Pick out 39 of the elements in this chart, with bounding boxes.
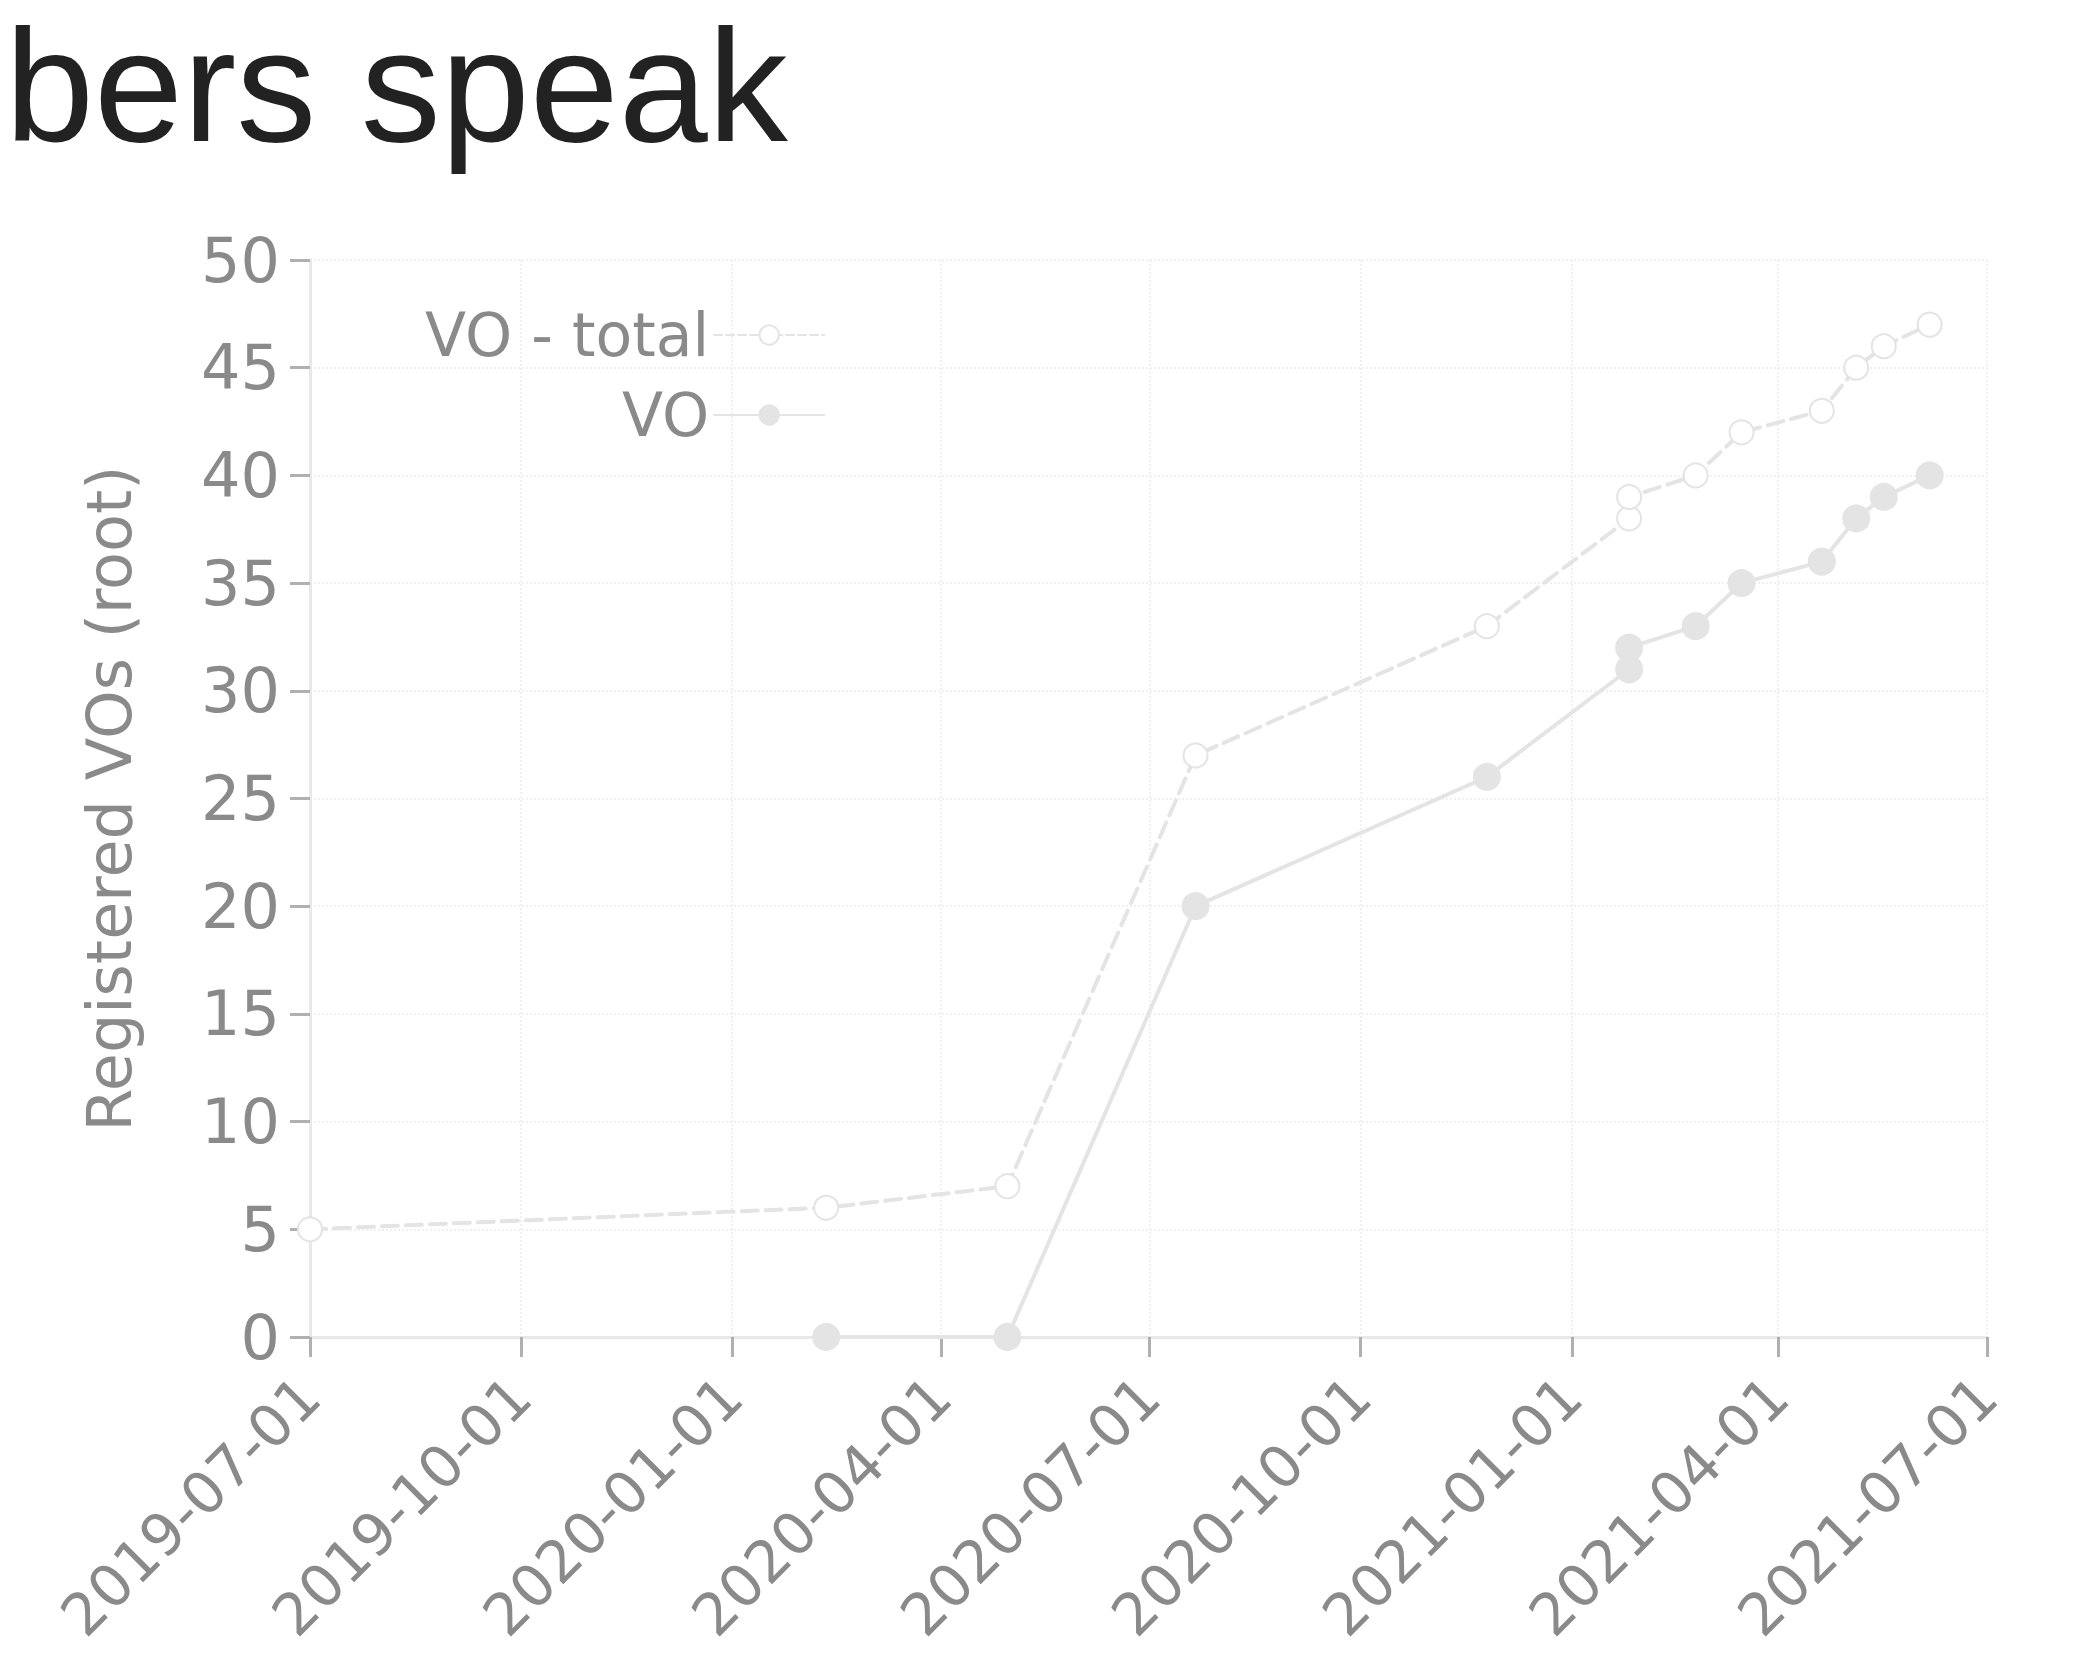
point bbox=[1915, 461, 1944, 490]
point bbox=[812, 1323, 841, 1351]
point bbox=[1842, 504, 1871, 533]
point bbox=[1869, 482, 1898, 511]
point bbox=[1182, 742, 1209, 769]
y-tick-label: 0 bbox=[240, 1300, 280, 1374]
point bbox=[1916, 311, 1943, 338]
y-tick-label: 15 bbox=[201, 977, 280, 1051]
y-tick-label: 20 bbox=[201, 869, 280, 943]
point bbox=[1181, 892, 1210, 921]
y-tick-label: 50 bbox=[201, 223, 280, 297]
point bbox=[1808, 397, 1835, 424]
y-tick-label: 10 bbox=[201, 1085, 280, 1159]
point bbox=[994, 1173, 1021, 1200]
point bbox=[813, 1194, 840, 1221]
legend-label: VO bbox=[621, 380, 710, 450]
point bbox=[1615, 633, 1644, 662]
point bbox=[1473, 613, 1500, 640]
y-tick-label: 30 bbox=[201, 654, 280, 728]
y-axis-title: Registered VOs (root) bbox=[72, 465, 146, 1132]
point bbox=[1681, 612, 1710, 641]
point bbox=[1616, 505, 1643, 532]
chart-title: bers speak bbox=[5, 0, 789, 175]
y-tick-label: 5 bbox=[240, 1192, 280, 1266]
point bbox=[1843, 354, 1870, 381]
point bbox=[297, 1216, 323, 1243]
y-tick-label: 35 bbox=[201, 546, 280, 620]
point bbox=[1616, 483, 1643, 510]
y-tick-label: 45 bbox=[201, 331, 280, 405]
y-tick-label: 40 bbox=[201, 438, 280, 512]
point bbox=[1807, 547, 1836, 576]
point bbox=[1728, 419, 1755, 446]
point bbox=[1727, 569, 1756, 598]
point bbox=[993, 1323, 1022, 1351]
point bbox=[1870, 333, 1897, 360]
point bbox=[1472, 762, 1501, 791]
point bbox=[1682, 462, 1709, 489]
legend-label: VO - total bbox=[424, 300, 710, 370]
y-tick-label: 25 bbox=[201, 762, 280, 835]
